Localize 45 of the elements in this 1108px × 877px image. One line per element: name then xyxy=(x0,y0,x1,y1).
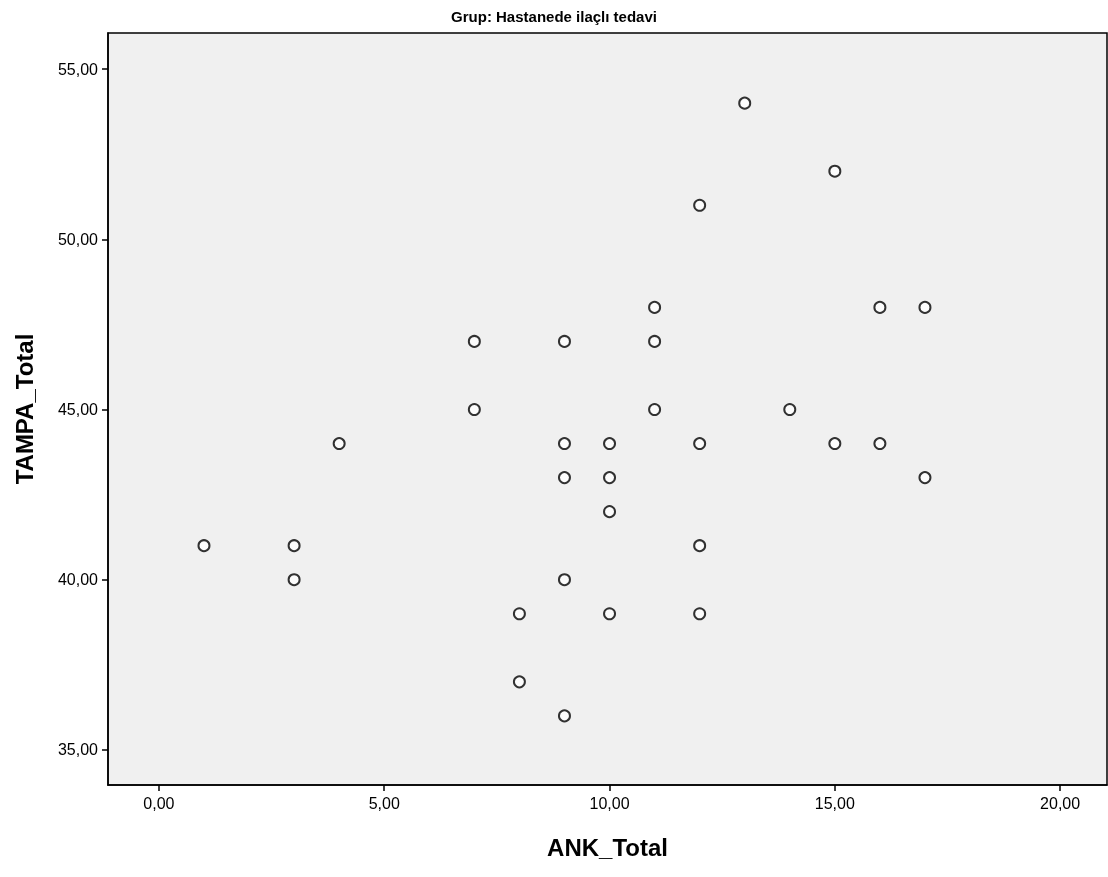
chart-title: Grup: Hastanede ilaçlı tedavi xyxy=(451,8,657,25)
point xyxy=(287,573,301,587)
x-tick-label: 15,00 xyxy=(814,794,855,812)
point xyxy=(603,505,617,519)
point xyxy=(287,539,301,553)
point xyxy=(603,471,617,485)
point xyxy=(783,403,797,417)
point xyxy=(693,198,707,212)
point xyxy=(557,573,571,587)
y-tick-label: 45,00 xyxy=(57,401,99,419)
point xyxy=(512,607,526,621)
x-tick-label: 5,00 xyxy=(368,794,400,812)
y-tick-label: 40,00 xyxy=(57,571,99,589)
y-tick-label: 55,00 xyxy=(57,60,99,78)
point xyxy=(648,300,662,314)
point xyxy=(197,539,211,553)
point xyxy=(557,334,571,348)
point xyxy=(828,437,842,451)
point xyxy=(332,437,346,451)
point xyxy=(873,437,887,451)
x-tick-label: 0,00 xyxy=(143,794,175,812)
point xyxy=(467,334,481,348)
point xyxy=(648,334,662,348)
point xyxy=(603,437,617,451)
point xyxy=(557,471,571,485)
point xyxy=(693,539,707,553)
point xyxy=(738,96,752,110)
point xyxy=(873,300,887,314)
point xyxy=(557,709,571,723)
point xyxy=(557,437,571,451)
y-axis-title: TAMPA_Total xyxy=(10,333,38,485)
y-tick-label: 35,00 xyxy=(57,741,99,759)
point xyxy=(693,607,707,621)
x-tick-label: 20,00 xyxy=(1040,794,1081,812)
point xyxy=(512,675,526,689)
x-axis-title: ANK_Total xyxy=(547,833,668,861)
point xyxy=(467,403,481,417)
point xyxy=(693,437,707,451)
point xyxy=(648,403,662,417)
point xyxy=(918,300,932,314)
point xyxy=(828,164,842,178)
x-tick-label: 10,00 xyxy=(589,794,630,812)
point xyxy=(918,471,932,485)
point xyxy=(603,607,617,621)
y-tick-label: 50,00 xyxy=(57,230,99,248)
